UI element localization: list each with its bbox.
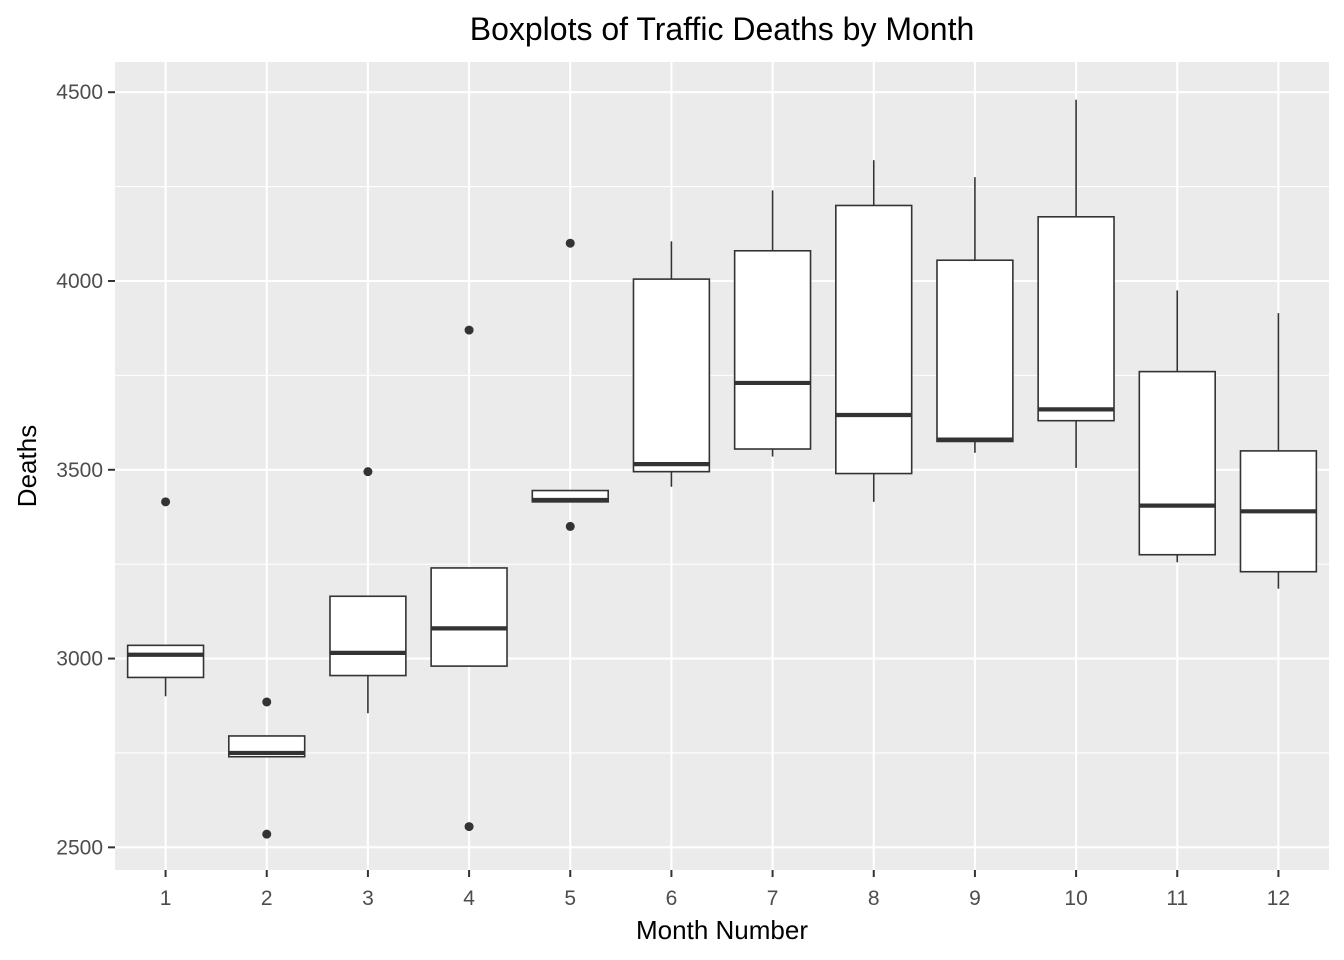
x-axis-title: Month Number xyxy=(636,915,808,945)
box-iqr xyxy=(430,567,508,667)
y-axis: 2500 3000 3500 4000 4500 xyxy=(56,81,115,859)
box-month-10 xyxy=(1037,99,1115,468)
y-tick-label: 3000 xyxy=(56,648,103,671)
x-tick-label: 12 xyxy=(1267,887,1290,910)
x-tick-label: 8 xyxy=(868,887,880,910)
x-tick-label: 3 xyxy=(362,887,374,910)
y-axis-title: Deaths xyxy=(12,425,42,507)
outlier-point xyxy=(161,497,171,507)
box-iqr xyxy=(632,278,711,473)
outlier-point xyxy=(565,521,575,531)
grid-minor-y xyxy=(115,186,1329,754)
x-tick-label: 1 xyxy=(160,887,172,910)
box-iqr xyxy=(1037,216,1115,422)
box-iqr xyxy=(1138,370,1216,556)
box-month-11 xyxy=(1138,290,1216,563)
box-iqr xyxy=(835,204,913,475)
x-axis: 1 2 3 4 5 6 7 8 9 10 11 12 xyxy=(160,870,1290,910)
box-month-3 xyxy=(329,467,407,714)
x-tick-label: 6 xyxy=(666,887,678,910)
x-tick-label: 10 xyxy=(1064,887,1087,910)
chart-title: Boxplots of Traffic Deaths by Month xyxy=(470,11,975,47)
y-tick-label: 2500 xyxy=(56,836,103,859)
y-tick-label: 3500 xyxy=(56,459,103,482)
box-iqr xyxy=(329,595,407,677)
box-month-8 xyxy=(835,160,913,502)
x-tick-label: 11 xyxy=(1166,887,1188,910)
y-tick-label: 4500 xyxy=(56,81,103,104)
outlier-point xyxy=(262,829,272,839)
box-month-1 xyxy=(126,497,205,697)
box-month-4 xyxy=(430,325,508,832)
outlier-point xyxy=(464,822,474,832)
box-month-5 xyxy=(531,238,609,531)
box-iqr xyxy=(126,644,205,679)
box-month-6 xyxy=(632,241,711,487)
box-month-7 xyxy=(733,190,812,457)
x-tick-label: 2 xyxy=(261,887,273,910)
outlier-point xyxy=(363,467,373,477)
box-month-12 xyxy=(1239,313,1318,589)
outlier-point xyxy=(464,325,474,335)
boxes-layer xyxy=(126,99,1318,839)
box-month-2 xyxy=(228,697,306,839)
y-tick-label: 4000 xyxy=(56,270,103,293)
x-tick-label: 5 xyxy=(564,887,576,910)
outlier-point xyxy=(262,697,272,707)
box-iqr xyxy=(733,249,812,450)
box-month-9 xyxy=(936,177,1014,453)
plot-panel xyxy=(115,62,1329,870)
x-tick-label: 4 xyxy=(463,887,475,910)
x-tick-label: 9 xyxy=(969,887,981,910)
grid-major-y xyxy=(115,91,1329,849)
box-iqr xyxy=(936,259,1014,443)
x-tick-label: 7 xyxy=(767,887,779,910)
outlier-point xyxy=(565,238,575,248)
